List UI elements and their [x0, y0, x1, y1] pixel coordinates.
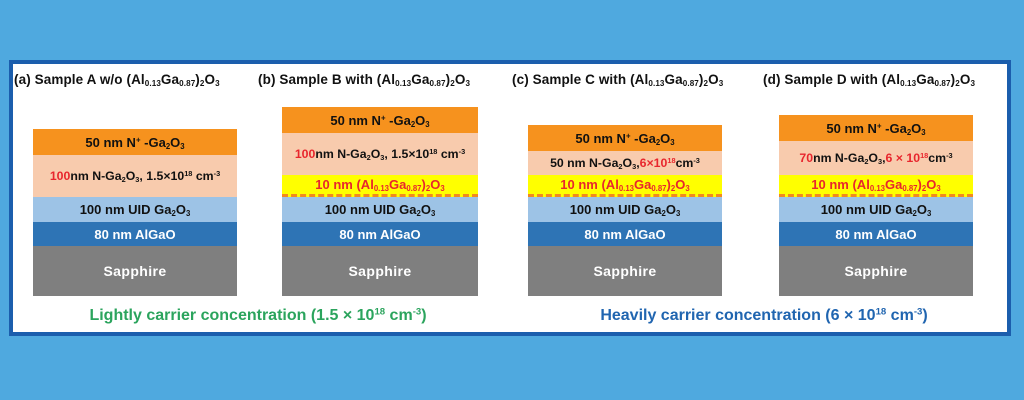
layer-label-segment: 80 nm AlGaO	[835, 226, 917, 242]
layer-uid-ga2o3-buffer: 100 nm UID Ga2O3	[779, 197, 973, 222]
layer-label-segment: 50 nm N+ -Ga2O3	[575, 130, 675, 147]
layer-label-segment: 70	[799, 151, 814, 165]
sample-title-a: (a) Sample A w/o (Al0.13Ga0.87)2O3	[14, 72, 220, 89]
layer-uid-ga2o3-buffer: 100 nm UID Ga2O3	[528, 197, 722, 222]
layer-label-segment: 100 nm UID Ga2O3	[324, 202, 436, 218]
layer-label-segment: cm-3	[928, 150, 953, 165]
layer-label-segment: 50 nm N+ -Ga2O3	[85, 134, 185, 151]
layer-label-segment: 100	[294, 147, 316, 161]
layer-n-ga2o3-channel: 100 nm N-Ga2O3, 1.5×1018 cm-3	[282, 133, 478, 175]
layer-n-plus-ga2o3-cap: 50 nm N+ -Ga2O3	[779, 115, 973, 141]
layer-label-segment: 10 nm (Al0.13Ga0.87)2O3	[315, 177, 445, 193]
samples-container: (a) Sample A w/o (Al0.13Ga0.87)2O3 50 nm …	[13, 64, 1007, 332]
layer-label-segment: 100 nm UID Ga2O3	[79, 202, 191, 218]
layer-label-segment: 50 nm N+ -Ga2O3	[826, 120, 926, 137]
layer-sapphire-substrate: Sapphire	[282, 246, 478, 296]
layer-stack-a: 50 nm N+ -Ga2O3 100 nm N-Ga2O3, 1.5×1018 …	[33, 129, 237, 296]
sample-title-d: (d) Sample D with (Al0.13Ga0.87)2O3	[763, 72, 976, 89]
layer-n-ga2o3-channel: 100 nm N-Ga2O3, 1.5×1018 cm-3	[33, 155, 237, 197]
layer-algao-barrier-10nm: 10 nm (Al0.13Ga0.87)2O3	[528, 175, 722, 197]
layer-label-segment: nm N-Ga2O3,	[813, 151, 886, 166]
layer-n-plus-ga2o3-cap: 50 nm N+ -Ga2O3	[282, 107, 478, 133]
layer-label-segment: 10 nm (Al0.13Ga0.87)2O3	[811, 177, 941, 193]
layer-label-segment: 10 nm (Al0.13Ga0.87)2O3	[560, 177, 690, 193]
caption-heavy-concentration: Heavily carrier concentration (6 × 1018 …	[600, 306, 928, 324]
layer-label-segment: 80 nm AlGaO	[94, 226, 176, 242]
layer-sapphire-substrate: Sapphire	[33, 246, 237, 296]
layer-uid-ga2o3-buffer: 100 nm UID Ga2O3	[282, 197, 478, 222]
layer-algao-barrier-10nm: 10 nm (Al0.13Ga0.87)2O3	[779, 175, 973, 197]
layer-label-segment: nm N-Ga2O3, 1.5×1018 cm-3	[315, 146, 466, 162]
caption-light-concentration: Lightly carrier concentration (1.5 × 101…	[89, 306, 427, 324]
layer-label-segment: 80 nm AlGaO	[339, 226, 421, 242]
layer-stack-b: 50 nm N+ -Ga2O3 100 nm N-Ga2O3, 1.5×1018 …	[282, 107, 478, 296]
layer-n-ga2o3-channel: 70 nm N-Ga2O3, 6 × 1018 cm-3	[779, 141, 973, 175]
layer-algao-layer: 80 nm AlGaO	[528, 222, 722, 246]
layer-algao-barrier-10nm: 10 nm (Al0.13Ga0.87)2O3	[282, 175, 478, 197]
layer-stack-c: 50 nm N+ -Ga2O3 50 nm N-Ga2O3, 6×1018 cm-…	[528, 125, 722, 296]
layer-label-segment: nm N-Ga2O3, 1.5×1018 cm-3	[70, 168, 221, 184]
layer-label-segment: Sapphire	[593, 263, 657, 279]
layer-label-segment: 50 nm N+ -Ga2O3	[330, 112, 430, 129]
layer-label-segment: 100 nm UID Ga2O3	[569, 202, 681, 218]
layer-label-segment: Sapphire	[348, 263, 412, 279]
layer-sapphire-substrate: Sapphire	[528, 246, 722, 296]
layer-n-ga2o3-channel: 50 nm N-Ga2O3, 6×1018 cm-3	[528, 151, 722, 175]
layer-uid-ga2o3-buffer: 100 nm UID Ga2O3	[33, 197, 237, 222]
layer-label-segment: 50 nm N-Ga2O3,	[550, 156, 640, 171]
layer-label-segment: cm-3	[675, 155, 700, 170]
figure-panel: (a) Sample A w/o (Al0.13Ga0.87)2O3 50 nm …	[9, 60, 1011, 336]
layer-label-segment: Sapphire	[844, 263, 908, 279]
layer-label-segment: Sapphire	[103, 263, 167, 279]
layer-n-plus-ga2o3-cap: 50 nm N+ -Ga2O3	[528, 125, 722, 151]
layer-label-segment: 100 nm UID Ga2O3	[820, 202, 932, 218]
layer-algao-layer: 80 nm AlGaO	[779, 222, 973, 246]
layer-label-segment: 6×1018	[639, 155, 676, 170]
layer-label-segment: 6 × 1018	[885, 150, 929, 165]
layer-stack-d: 50 nm N+ -Ga2O3 70 nm N-Ga2O3, 6 × 1018 c…	[779, 115, 973, 296]
sample-title-b: (b) Sample B with (Al0.13Ga0.87)2O3	[258, 72, 471, 89]
layer-label-segment: 80 nm AlGaO	[584, 226, 666, 242]
layer-algao-layer: 80 nm AlGaO	[282, 222, 478, 246]
sample-title-c: (c) Sample C with (Al0.13Ga0.87)2O3	[512, 72, 724, 89]
layer-algao-layer: 80 nm AlGaO	[33, 222, 237, 246]
layer-sapphire-substrate: Sapphire	[779, 246, 973, 296]
layer-n-plus-ga2o3-cap: 50 nm N+ -Ga2O3	[33, 129, 237, 155]
layer-label-segment: 100	[49, 169, 71, 183]
